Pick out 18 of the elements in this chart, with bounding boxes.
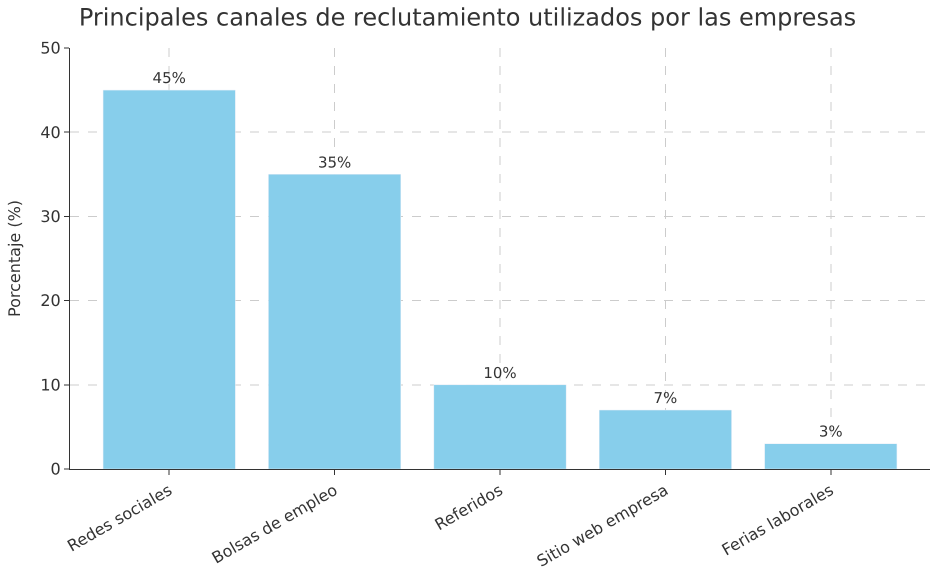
data-label: 7% [653,389,678,408]
bar [764,443,898,469]
bar [268,174,402,469]
chart-title: Principales canales de reclutamiento utilizados por las empresas [78,3,856,32]
data-label: 3% [818,422,843,441]
y-tick-label: 0 [50,460,61,479]
bar [434,384,566,469]
bar [102,90,236,469]
y-tick-label: 30 [40,207,61,226]
y-axis-title: Porcentaje (%) [5,200,24,318]
data-label: 35% [318,153,352,172]
y-tick-label: 40 [40,122,61,142]
data-label: 45% [152,69,186,88]
y-tick-label: 20 [40,291,61,310]
data-label: 10% [483,364,517,382]
y-tick-label: 50 [40,38,61,58]
bar [598,410,732,469]
y-tick-label: 10 [40,375,61,394]
